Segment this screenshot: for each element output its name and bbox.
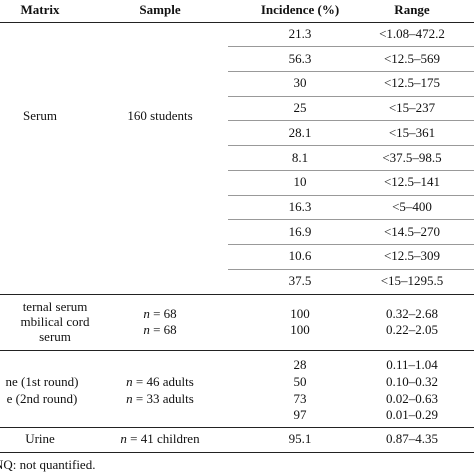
incidence-cell: 95.1	[288, 431, 312, 446]
incidence-cell: 100	[290, 322, 310, 337]
sample-cell: n = 68	[143, 322, 177, 337]
rule	[228, 243, 474, 245]
range-cell: 0.11–1.04	[386, 357, 438, 372]
rule	[0, 452, 474, 453]
incidence-cell: 28.1	[288, 124, 312, 140]
rule	[0, 350, 474, 351]
matrix-cell: Urine	[25, 431, 55, 446]
incidence-cell: 30	[293, 75, 307, 91]
rule	[0, 427, 474, 428]
range-cell: <15–1295.5	[380, 273, 444, 288]
range-cell: 0.22–2.05	[386, 322, 438, 337]
sample-cell: 160 students	[127, 108, 193, 123]
matrix-cell: ne (1st round)	[5, 374, 79, 389]
incidence-cell: 100	[290, 306, 310, 321]
range-cell: <14.5–270	[383, 223, 441, 239]
incidence-cell: 25	[293, 100, 307, 116]
footnote: NQ: not quantified.	[0, 457, 96, 472]
range-cell: <15–361	[388, 124, 436, 140]
rule	[0, 22, 474, 23]
incidence-cell: 50	[293, 374, 307, 389]
range-cell: 0.32–2.68	[386, 306, 438, 321]
range-cell: <5–400	[392, 198, 432, 214]
incidence-cell: 16.3	[288, 198, 312, 214]
header-cell: Sample	[139, 2, 181, 17]
incidence-cell: 10.6	[288, 248, 312, 264]
incidence-cell: 8.1	[291, 149, 309, 165]
range-cell: <37.5–98.5	[382, 149, 442, 165]
incidence-cell: 21.3	[288, 26, 312, 41]
sample-cell: n = 68	[143, 306, 177, 321]
header-cell: Incidence (%)	[260, 2, 340, 17]
rule	[228, 71, 474, 72]
range-cell: <1.08–472.2	[379, 26, 445, 41]
incidence-cell: 16.9	[288, 223, 312, 239]
matrix-cell: mbilical cord	[20, 314, 90, 329]
rule	[228, 145, 474, 147]
range-cell: <12.5–141	[383, 174, 441, 190]
incidence-cell: 56.3	[288, 50, 312, 66]
rule	[228, 194, 474, 196]
range-cell: 0.87–4.35	[386, 431, 438, 446]
sample-cell: n = 41 children	[120, 431, 200, 446]
matrix-cell: ternal serum	[22, 299, 88, 314]
range-cell: 0.10–0.32	[386, 374, 438, 389]
incidence-cell: 37.5	[288, 273, 312, 288]
incidence-cell: 73	[293, 391, 307, 406]
sample-cell: n = 46 adults	[126, 374, 194, 389]
rule	[228, 268, 474, 270]
range-cell: 0.02–0.63	[386, 391, 438, 406]
sample-cell: n = 33 adults	[126, 391, 194, 406]
header-cell: Matrix	[20, 2, 60, 17]
incidence-cell: 10	[293, 174, 307, 190]
rule	[228, 95, 474, 97]
rule	[228, 169, 474, 171]
range-cell: <12.5–175	[383, 75, 441, 91]
rule	[228, 46, 474, 48]
rule	[228, 219, 474, 221]
matrix-cell: Serum	[23, 108, 57, 123]
matrix-cell: e (2nd round)	[6, 391, 78, 406]
rule	[0, 294, 474, 295]
range-cell: <15–237	[388, 100, 436, 116]
incidence-cell: 28	[293, 357, 307, 372]
matrix-cell: serum	[39, 329, 71, 344]
incidence-cell: 97	[293, 407, 307, 422]
rule	[228, 120, 474, 122]
range-cell: <12.5–309	[383, 248, 441, 264]
range-cell: 0.01–0.29	[386, 407, 438, 422]
range-cell: <12.5–569	[383, 50, 441, 66]
header-cell: Range	[394, 2, 430, 17]
